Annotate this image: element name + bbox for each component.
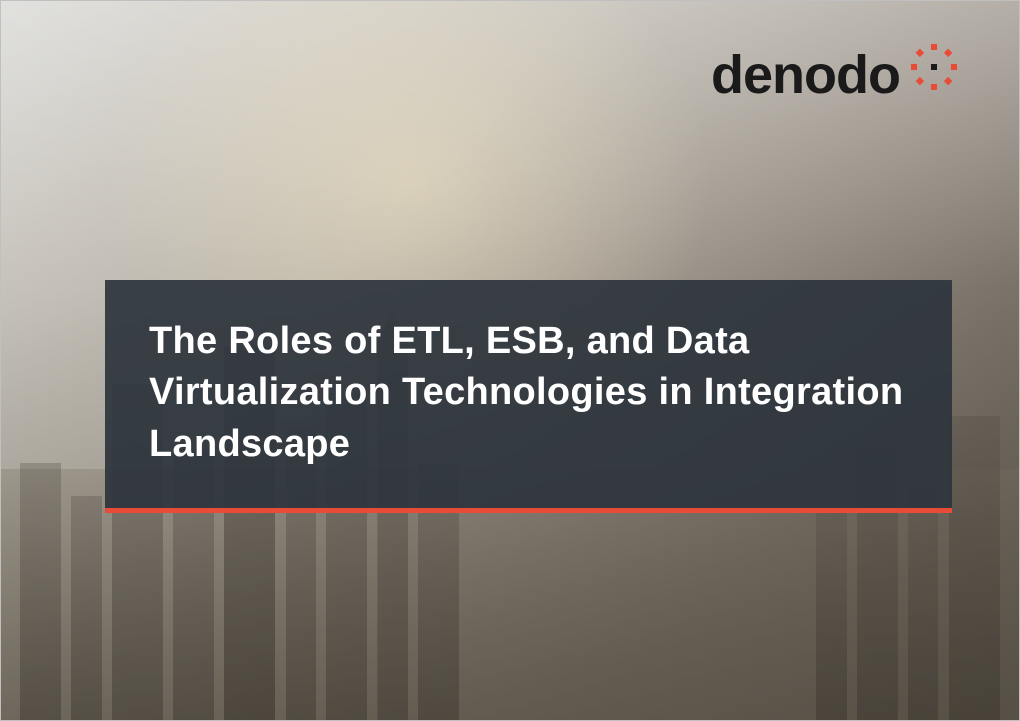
building (949, 416, 1000, 721)
building (908, 487, 939, 721)
document-cover: denodo The Roles of ETL, ESB, and Data V… (0, 0, 1020, 721)
building (20, 463, 61, 721)
building (71, 496, 102, 721)
document-title: The Roles of ETL, ESB, and Data Virtuali… (149, 316, 908, 470)
brand-logo-text: denodo (711, 48, 900, 102)
brand-logo-icon (906, 39, 962, 95)
brand-logo: denodo (711, 48, 962, 102)
building (816, 510, 847, 721)
title-box: The Roles of ETL, ESB, and Data Virtuali… (105, 280, 952, 513)
